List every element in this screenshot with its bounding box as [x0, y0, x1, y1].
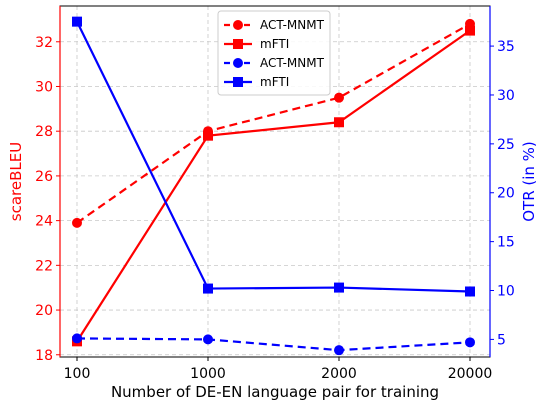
right-y-tick-label: 5 [497, 332, 506, 348]
legend-label: mFTI [260, 37, 289, 51]
series-line [76, 21, 471, 293]
legend-entry: mFTI [224, 37, 289, 51]
left-y-tick-label: 30 [35, 79, 53, 95]
left-y-tick-label: 20 [35, 303, 53, 319]
data-point [334, 282, 344, 293]
left-y-tick-label: 18 [35, 348, 53, 364]
legend-marker [233, 77, 243, 87]
legend-entry: ACT-MNMT [224, 18, 325, 32]
left-y-tick-label: 24 [35, 214, 53, 230]
series-line [76, 29, 471, 342]
legend-label: mFTI [260, 75, 289, 89]
x-tick-label: 100 [64, 366, 91, 382]
data-point [465, 25, 475, 36]
right-y-tick-label: 35 [497, 39, 515, 55]
series-act-mnmt-left [72, 18, 475, 228]
data-point [72, 16, 82, 27]
legend-marker [233, 20, 243, 30]
data-point [72, 333, 82, 344]
right-y-tick-label: 20 [497, 186, 515, 202]
legend-box [217, 10, 331, 96]
right-y-axis-title: OTR (in %) [520, 141, 538, 222]
x-tick-label: 1000 [190, 366, 226, 382]
data-point [72, 217, 82, 228]
data-point [465, 286, 475, 297]
series-layer [72, 16, 475, 356]
right-y-tick-label: 15 [497, 235, 515, 251]
series-mfti-right [72, 16, 475, 297]
series-line [76, 337, 471, 352]
legend-label: ACT-MNMT [260, 56, 325, 70]
left-y-tick-label: 28 [35, 124, 53, 140]
legend-entry: mFTI [224, 75, 289, 89]
left-y-tick-label: 22 [35, 258, 53, 274]
data-point [334, 117, 344, 128]
data-point [203, 130, 213, 141]
right-y-tick-label: 25 [497, 137, 515, 153]
data-point [203, 283, 213, 294]
x-tick-label: 2000 [321, 366, 357, 382]
left-y-tick-label: 26 [35, 169, 53, 185]
x-tick-label: 20000 [448, 366, 493, 382]
data-point [203, 334, 213, 345]
x-axis-title: Number of DE-EN language pair for traini… [111, 383, 439, 401]
data-point [334, 345, 344, 356]
left-y-tick-label: 32 [35, 35, 53, 51]
data-point [465, 337, 475, 348]
left-y-axis-title: scareBLEU [7, 142, 25, 221]
legend-marker [233, 39, 243, 49]
legend-entry: ACT-MNMT [224, 56, 325, 70]
legend-marker [233, 58, 243, 68]
legend: ACT-MNMT mFTI ACT-MNMT mFTI [217, 10, 331, 96]
grid-lines [60, 6, 490, 357]
series-act-mnmt-right [72, 333, 475, 356]
right-y-tick-label: 30 [497, 88, 515, 104]
legend-label: ACT-MNMT [260, 18, 325, 32]
series-line [76, 22, 471, 224]
right-y-tick-label: 10 [497, 284, 515, 300]
data-point [334, 92, 344, 103]
axes: 100 1000 2000 20000 18 20 22 24 26 28 30 32 5 10 15 20 2… [35, 6, 515, 382]
